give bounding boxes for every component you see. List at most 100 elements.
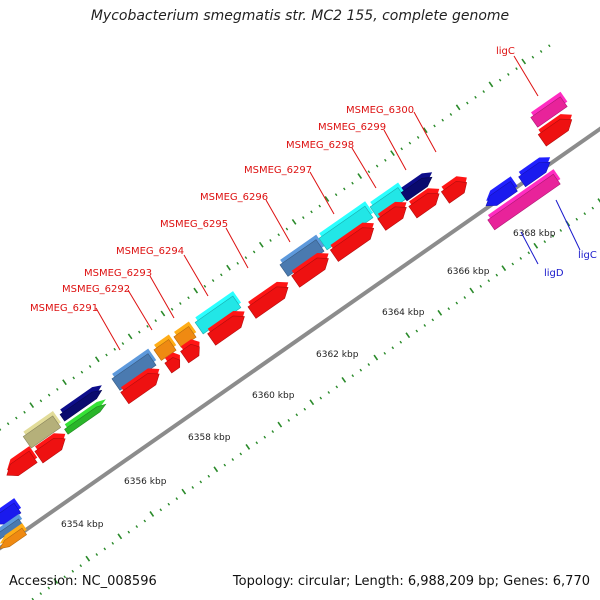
- minor-tick: [135, 525, 139, 529]
- major-tick: [455, 104, 461, 111]
- minor-tick: [175, 497, 179, 501]
- major-tick: [213, 466, 219, 473]
- gene-red-h: [291, 252, 329, 288]
- minor-tick: [343, 187, 346, 191]
- gene-label-ligc-bottom: ligC: [578, 250, 597, 261]
- minor-tick: [72, 376, 76, 380]
- gene-red-ligc: [537, 114, 573, 147]
- major-tick: [469, 287, 475, 294]
- minor-tick: [15, 416, 18, 420]
- gene-label-msmeg-6295: MSMEG_6295: [160, 219, 228, 230]
- minor-tick: [559, 229, 563, 232]
- minor-tick: [277, 233, 281, 237]
- gene-blue-a: [485, 176, 518, 207]
- minor-tick: [39, 399, 43, 403]
- minor-tick: [187, 296, 190, 300]
- minor-tick: [95, 553, 99, 556]
- gene-features: [0, 91, 573, 550]
- minor-tick: [146, 324, 149, 328]
- major-tick: [357, 173, 363, 179]
- minor-tick: [79, 564, 83, 568]
- major-tick: [277, 421, 283, 428]
- major-tick: [85, 555, 91, 562]
- minor-tick: [105, 353, 108, 357]
- minor-tick: [400, 147, 404, 151]
- minor-tick: [303, 407, 307, 411]
- minor-tick: [170, 307, 174, 311]
- gene-label-msmeg-6293: MSMEG_6293: [84, 268, 152, 279]
- major-tick: [405, 332, 411, 339]
- gene-label-msmeg-6292: MSMEG_6292: [62, 284, 130, 295]
- major-tick: [226, 264, 231, 271]
- gene-6297: [279, 234, 325, 277]
- minor-tick: [466, 101, 469, 105]
- minor-tick: [543, 240, 547, 244]
- gene-red-g: [247, 281, 289, 319]
- minor-tick: [269, 239, 272, 242]
- minor-tick: [551, 234, 555, 238]
- major-tick: [533, 242, 539, 249]
- minor-tick: [351, 181, 354, 185]
- minor-tick: [334, 193, 338, 197]
- scale-label-6362: 6362 kbp: [316, 350, 359, 360]
- scale-label-6356: 6356 kbp: [124, 477, 167, 487]
- minor-tick: [431, 318, 435, 322]
- minor-tick: [127, 530, 131, 534]
- minor-tick: [575, 217, 579, 221]
- minor-tick: [63, 575, 67, 579]
- minor-tick: [191, 486, 195, 489]
- gene-blue-b: [518, 157, 551, 188]
- minor-tick: [441, 118, 445, 122]
- minor-tick: [287, 419, 291, 422]
- minor-tick: [507, 72, 510, 76]
- major-tick: [117, 533, 123, 540]
- minor-tick: [80, 370, 84, 374]
- minor-tick: [416, 135, 420, 139]
- gene-blue-c: [0, 498, 22, 525]
- minor-tick: [199, 480, 203, 484]
- minor-tick: [515, 67, 518, 71]
- gene-label-msmeg-6291: MSMEG_6291: [30, 303, 98, 314]
- gene-6293: [173, 321, 197, 348]
- gene-red-b: [34, 433, 66, 464]
- minor-tick: [138, 330, 141, 334]
- major-tick: [309, 399, 315, 406]
- minor-tick: [415, 329, 419, 333]
- minor-tick: [103, 547, 107, 551]
- minor-tick: [203, 284, 207, 288]
- gene-red-i: [329, 222, 375, 262]
- accession-text: Accession: NC_008596: [9, 574, 157, 589]
- scale-label-6368: 6368 kbp: [513, 229, 556, 239]
- minor-tick: [302, 216, 305, 219]
- minor-tick: [71, 569, 75, 573]
- gene-6300: [400, 172, 433, 202]
- minor-tick: [310, 210, 313, 214]
- gene-red-f: [207, 310, 245, 346]
- minor-tick: [531, 55, 535, 59]
- minor-tick: [143, 519, 147, 523]
- minor-tick: [263, 435, 267, 439]
- gene-red-l: [440, 176, 468, 204]
- gene-6298: [318, 201, 374, 251]
- scale-label-6354: 6354 kbp: [61, 520, 104, 530]
- gene-6291: [111, 348, 157, 391]
- minor-tick: [359, 368, 363, 372]
- inner-tick-row: [31, 198, 600, 600]
- minor-tick: [399, 340, 403, 344]
- minor-tick: [548, 44, 551, 48]
- minor-tick: [351, 374, 355, 378]
- minor-tick: [285, 227, 289, 231]
- minor-tick: [154, 319, 158, 323]
- major-tick: [94, 356, 100, 363]
- genome-summary-text: Topology: circular; Length: 6,988,209 bp…: [232, 574, 590, 589]
- major-tick: [0, 428, 2, 431]
- major-tick: [29, 402, 35, 409]
- leader-lines: [95, 55, 581, 351]
- major-tick: [390, 150, 395, 157]
- minor-tick: [495, 273, 499, 277]
- gene-magenta-a: [487, 169, 561, 231]
- minor-tick: [383, 351, 387, 355]
- scale-label-6364: 6364 kbp: [382, 308, 425, 318]
- gene-red-k: [408, 188, 440, 219]
- minor-tick: [223, 463, 227, 467]
